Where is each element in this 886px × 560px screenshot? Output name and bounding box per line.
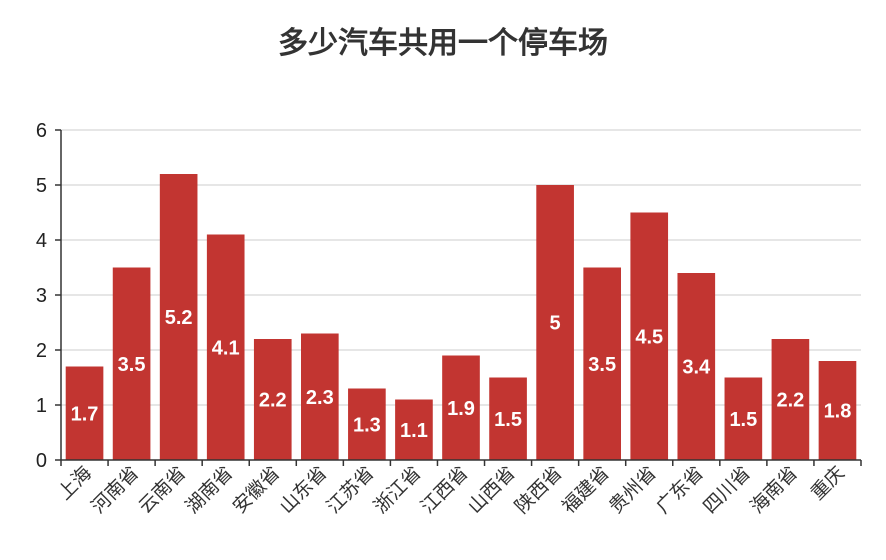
x-category-label: 云南省 — [134, 462, 190, 518]
y-tick-label: 4 — [36, 230, 47, 252]
x-category-label: 陕西省 — [511, 462, 567, 518]
bar-value-label: 4.5 — [635, 326, 663, 348]
x-category-label: 山东省 — [275, 462, 331, 518]
x-category-label: 重庆 — [807, 462, 849, 504]
bar-value-label: 1.7 — [71, 403, 99, 425]
bar[interactable] — [395, 399, 433, 461]
bar-value-label: 1.9 — [447, 398, 475, 420]
bar-value-label: 5 — [550, 313, 561, 335]
bar-value-label: 5.2 — [165, 307, 193, 329]
chart-title: 多少汽车共用一个停车场 — [278, 26, 608, 61]
bar[interactable] — [112, 267, 151, 461]
bar-value-label: 2.2 — [259, 390, 287, 412]
bar[interactable] — [489, 377, 527, 461]
bar-value-label: 1.5 — [494, 409, 522, 431]
y-tick-label: 1 — [36, 395, 47, 417]
bar-value-label: 3.5 — [118, 354, 146, 376]
x-category-label: 上海 — [54, 462, 96, 504]
bar-value-label: 2.3 — [306, 387, 334, 409]
x-category-label: 海南省 — [746, 462, 802, 518]
y-tick-label: 6 — [36, 120, 47, 142]
bar-value-label: 2.2 — [777, 390, 805, 412]
bar[interactable] — [442, 355, 480, 461]
bar[interactable] — [301, 333, 339, 461]
bar-value-label: 4.1 — [212, 337, 240, 359]
bar[interactable] — [771, 339, 810, 460]
x-category-label: 安徽省 — [228, 462, 284, 518]
x-category-label: 山西省 — [464, 462, 520, 518]
y-tick-label: 2 — [36, 340, 47, 362]
y-tick-label: 0 — [36, 450, 47, 472]
x-category-label: 江苏省 — [323, 462, 379, 518]
bar[interactable] — [818, 361, 857, 460]
y-tick-label: 3 — [36, 285, 47, 307]
x-category-label: 浙江省 — [370, 462, 426, 518]
bar-value-label: 1.8 — [824, 401, 852, 423]
x-category-label: 湖南省 — [181, 462, 237, 518]
axes — [55, 129, 862, 466]
bar[interactable] — [65, 366, 104, 461]
bar[interactable] — [630, 212, 669, 461]
bar[interactable] — [206, 234, 245, 461]
bar[interactable] — [536, 185, 574, 460]
bar[interactable] — [159, 174, 198, 460]
x-category-label: 江西省 — [417, 462, 473, 518]
x-category-label: 贵州省 — [605, 462, 661, 518]
x-category-label: 河南省 — [87, 462, 143, 518]
bar[interactable] — [253, 339, 292, 460]
bars — [65, 174, 857, 461]
bar[interactable] — [348, 388, 386, 461]
bar-value-label: 3.4 — [682, 357, 711, 379]
bar-value-label: 3.5 — [588, 354, 616, 376]
bar[interactable] — [724, 377, 763, 461]
x-category-label: 广东省 — [652, 462, 708, 518]
x-category-label: 四川省 — [699, 462, 755, 518]
bar-value-label: 1.3 — [353, 414, 381, 436]
bar-value-label: 1.5 — [729, 409, 757, 431]
y-tick-label: 5 — [36, 175, 47, 197]
x-category-label: 福建省 — [558, 462, 614, 518]
bar[interactable] — [677, 273, 716, 460]
bar-value-label: 1.1 — [400, 420, 428, 442]
bar[interactable] — [583, 267, 621, 461]
